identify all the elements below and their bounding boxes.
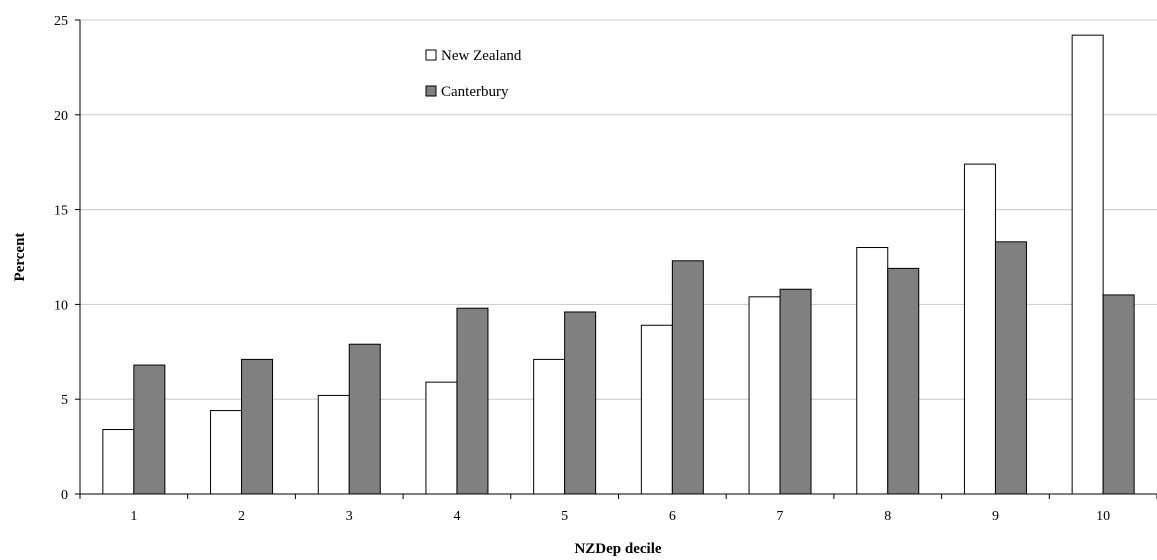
bar-new-zealand-6 bbox=[640, 324, 673, 495]
bar-canterbury-7 bbox=[779, 288, 812, 495]
bar-new-zealand-1 bbox=[102, 429, 135, 495]
x-tick-label: 7 bbox=[777, 509, 784, 524]
bar-new-zealand-4 bbox=[425, 381, 458, 495]
bar-new-zealand-3 bbox=[317, 394, 350, 495]
bar-canterbury-10 bbox=[1102, 294, 1135, 495]
y-tick-label: 25 bbox=[54, 14, 68, 29]
bar-canterbury-6 bbox=[671, 260, 704, 495]
x-tick-label: 3 bbox=[346, 509, 353, 524]
bar-new-zealand-5 bbox=[533, 358, 566, 495]
x-tick-label: 1 bbox=[130, 509, 137, 524]
bar-new-zealand-10 bbox=[1071, 34, 1104, 495]
bar-new-zealand-2 bbox=[210, 410, 243, 495]
y-axis-title: Percent bbox=[12, 233, 28, 282]
legend-swatch-new-zealand bbox=[425, 49, 437, 61]
x-tick-label: 8 bbox=[884, 509, 891, 524]
x-tick-label: 10 bbox=[1096, 509, 1110, 524]
bar-canterbury-9 bbox=[994, 241, 1027, 495]
legend-label-canterbury: Canterbury bbox=[441, 84, 509, 100]
x-ticks: 1 2 3 4 5 6 7 8 9 10 bbox=[79, 494, 1157, 524]
bars bbox=[102, 34, 1135, 495]
bar-canterbury-8 bbox=[887, 267, 920, 495]
bar-canterbury-3 bbox=[348, 343, 381, 495]
bar-canterbury-1 bbox=[133, 364, 166, 495]
y-tick-label: 5 bbox=[61, 393, 68, 408]
legend-swatch-canterbury bbox=[425, 85, 437, 97]
y-tick-label: 15 bbox=[54, 204, 68, 219]
y-tick-label: 20 bbox=[54, 109, 68, 124]
legend-label-new-zealand: New Zealand bbox=[441, 48, 522, 64]
y-tick-label: 0 bbox=[61, 488, 68, 503]
x-tick-label: 2 bbox=[238, 509, 245, 524]
x-tick-label: 6 bbox=[669, 509, 676, 524]
legend: New Zealand Canterbury bbox=[425, 48, 522, 100]
bar-canterbury-4 bbox=[456, 307, 489, 495]
x-tick-label: 9 bbox=[992, 509, 999, 524]
bar-new-zealand-8 bbox=[856, 247, 889, 495]
y-ticks: 0 5 10 15 20 25 bbox=[54, 14, 80, 503]
y-tick-label: 10 bbox=[54, 298, 68, 313]
bar-new-zealand-7 bbox=[748, 296, 781, 495]
bar-canterbury-2 bbox=[241, 358, 274, 495]
bar-canterbury-5 bbox=[564, 311, 597, 495]
x-axis-title: NZDep decile bbox=[574, 541, 661, 557]
bar-new-zealand-9 bbox=[963, 163, 996, 495]
x-tick-label: 4 bbox=[453, 509, 460, 524]
x-tick-label: 5 bbox=[561, 509, 568, 524]
